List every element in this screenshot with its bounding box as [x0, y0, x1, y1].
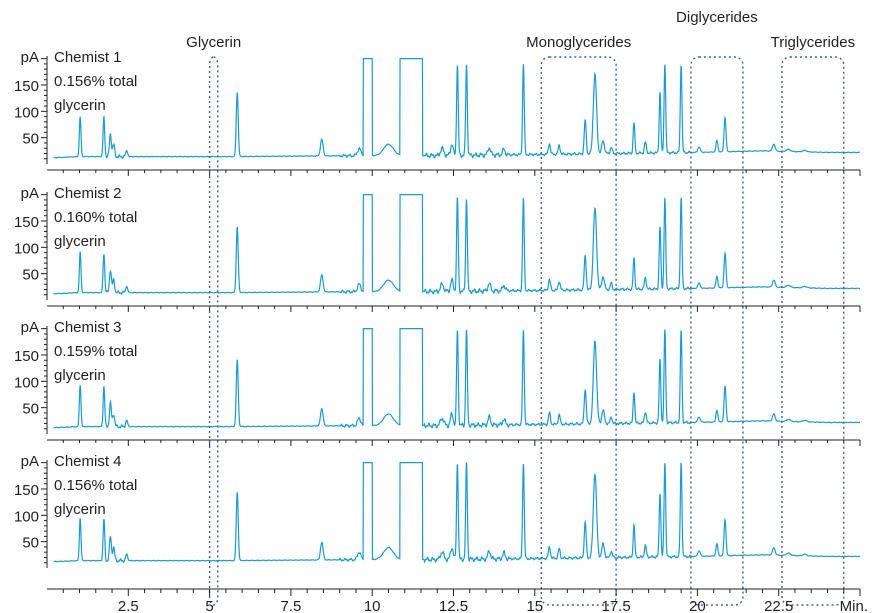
panel-4: 50 100 150 pA Chemist 4 0.156% total glycerin	[14, 453, 861, 568]
glycerin-result-unit: glycerin	[54, 97, 106, 114]
x-unit-label: Min.	[840, 598, 868, 613]
region-labels: Glycerin Monoglycerides Diglycerides Trigly…	[186, 9, 855, 51]
glycerin-result-unit: glycerin	[54, 233, 106, 250]
chemist-label: Chemist 3	[54, 319, 122, 336]
y-tick-label: 50	[22, 267, 39, 284]
chromatogram-trace	[53, 194, 861, 295]
y-tick-label: 100	[14, 104, 39, 121]
x-tick-label: 22.5	[764, 598, 793, 613]
x-tick-label: 17.5	[601, 598, 630, 613]
region-label: Diglycerides	[676, 9, 758, 26]
region-box	[208, 56, 219, 606]
chromatogram-trace	[53, 462, 861, 564]
region-box	[781, 56, 845, 606]
x-tick-label: 15	[526, 598, 543, 613]
y-unit-label: pA	[21, 185, 39, 202]
y-unit-label: pA	[21, 319, 39, 336]
y-tick-label: 100	[14, 374, 39, 391]
glycerin-result-unit: glycerin	[54, 367, 106, 384]
y-tick-label: 50	[22, 131, 39, 148]
glycerin-result: 0.156% total	[54, 477, 137, 494]
region-box	[540, 56, 617, 606]
y-tick-label: 50	[22, 401, 39, 418]
compound-regions	[208, 56, 845, 606]
glycerin-result: 0.160% total	[54, 209, 137, 226]
y-unit-label: pA	[21, 453, 39, 470]
y-tick-label: 100	[14, 508, 39, 525]
glycerin-result: 0.156% total	[54, 73, 137, 90]
region-label: Triglycerides	[771, 34, 855, 51]
y-tick-label: 150	[14, 348, 39, 365]
y-tick-label: 150	[14, 78, 39, 95]
region-label: Monoglycerides	[526, 34, 631, 51]
chromatogram-trace	[53, 328, 861, 429]
glycerin-result-unit: glycerin	[54, 501, 106, 518]
region-label: Glycerin	[186, 34, 241, 51]
y-unit-label: pA	[21, 49, 39, 66]
x-axis: 2.5 5 7.5 10 12.5 15 17.5 20 22.5 Min.	[47, 588, 868, 613]
x-tick-label: 20	[689, 598, 706, 613]
y-tick-label: 50	[22, 535, 39, 552]
panel-1: 50 100 150 pA Chemist 1 0.156% total glycerin	[14, 49, 861, 176]
x-tick-label: 12.5	[439, 598, 468, 613]
x-tick-label: 7.5	[280, 598, 301, 613]
x-tick-label: 2.5	[118, 598, 139, 613]
chromatogram-trace	[53, 58, 861, 160]
panel-2: 50 100 150 pA Chemist 2 0.160% total glycerin	[14, 185, 861, 312]
chemist-label: Chemist 2	[54, 185, 122, 202]
y-tick-label: 150	[14, 482, 39, 499]
region-box	[690, 56, 744, 606]
y-tick-label: 100	[14, 240, 39, 257]
x-tick-label: 10	[364, 598, 381, 613]
x-tick-label: 5	[205, 598, 213, 613]
chemist-label: Chemist 4	[54, 453, 122, 470]
chemist-label: Chemist 1	[54, 49, 122, 66]
glycerin-result: 0.159% total	[54, 343, 137, 360]
panel-3: 50 100 150 pA Chemist 3 0.159% total glycerin	[14, 319, 861, 446]
y-tick-label: 150	[14, 214, 39, 231]
